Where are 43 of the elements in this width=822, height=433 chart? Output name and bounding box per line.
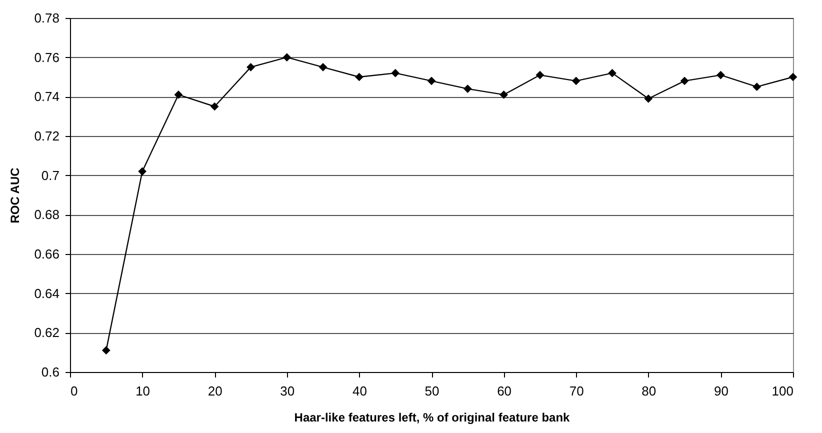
point [716,70,725,80]
y-tick-label: 0.64 [34,286,60,301]
y-tick-label: 0.74 [34,89,60,104]
point [680,76,689,86]
x-tick-label: 100 [772,384,794,398]
point [788,72,798,82]
point [246,62,255,72]
point [355,72,364,82]
point [174,90,183,99]
y-tick-label: 0.66 [34,246,60,262]
y-tick-label: 0.62 [34,325,60,340]
point [318,62,328,72]
x-tick-label: 30 [280,384,295,398]
x-tick-label: 80 [642,384,656,398]
point [463,84,472,93]
y-tick-label: 0.72 [34,128,60,144]
point [138,167,146,176]
y-tick-label: 0.78 [34,10,60,26]
point [536,70,544,80]
x-tick-label: 60 [497,384,512,398]
y-tick-label: 0.76 [34,50,60,65]
y-axis-title: ROC AUC [8,167,22,224]
point [282,53,292,62]
y-tick-label: 0.7 [41,168,60,183]
point [427,76,436,86]
x-tick-label: 50 [424,384,440,398]
point [752,82,762,92]
point [102,346,110,355]
y-tick-label: 0.68 [34,207,60,222]
x-tick-label: 40 [352,384,367,398]
point [210,102,219,111]
point [608,68,616,78]
x-axis-title: Haar-like features left, % of original feature bank [294,410,570,424]
x-tick-label: 90 [714,384,728,398]
x-tick-label: 70 [569,384,584,398]
point [644,94,653,103]
y-tick-label: 0.6 [41,364,60,380]
x-tick-label: 0 [70,384,78,398]
point [391,68,400,78]
x-tick-label: 20 [208,384,222,398]
x-tick-label: 10 [136,384,150,398]
point [500,90,508,99]
point [572,76,580,86]
